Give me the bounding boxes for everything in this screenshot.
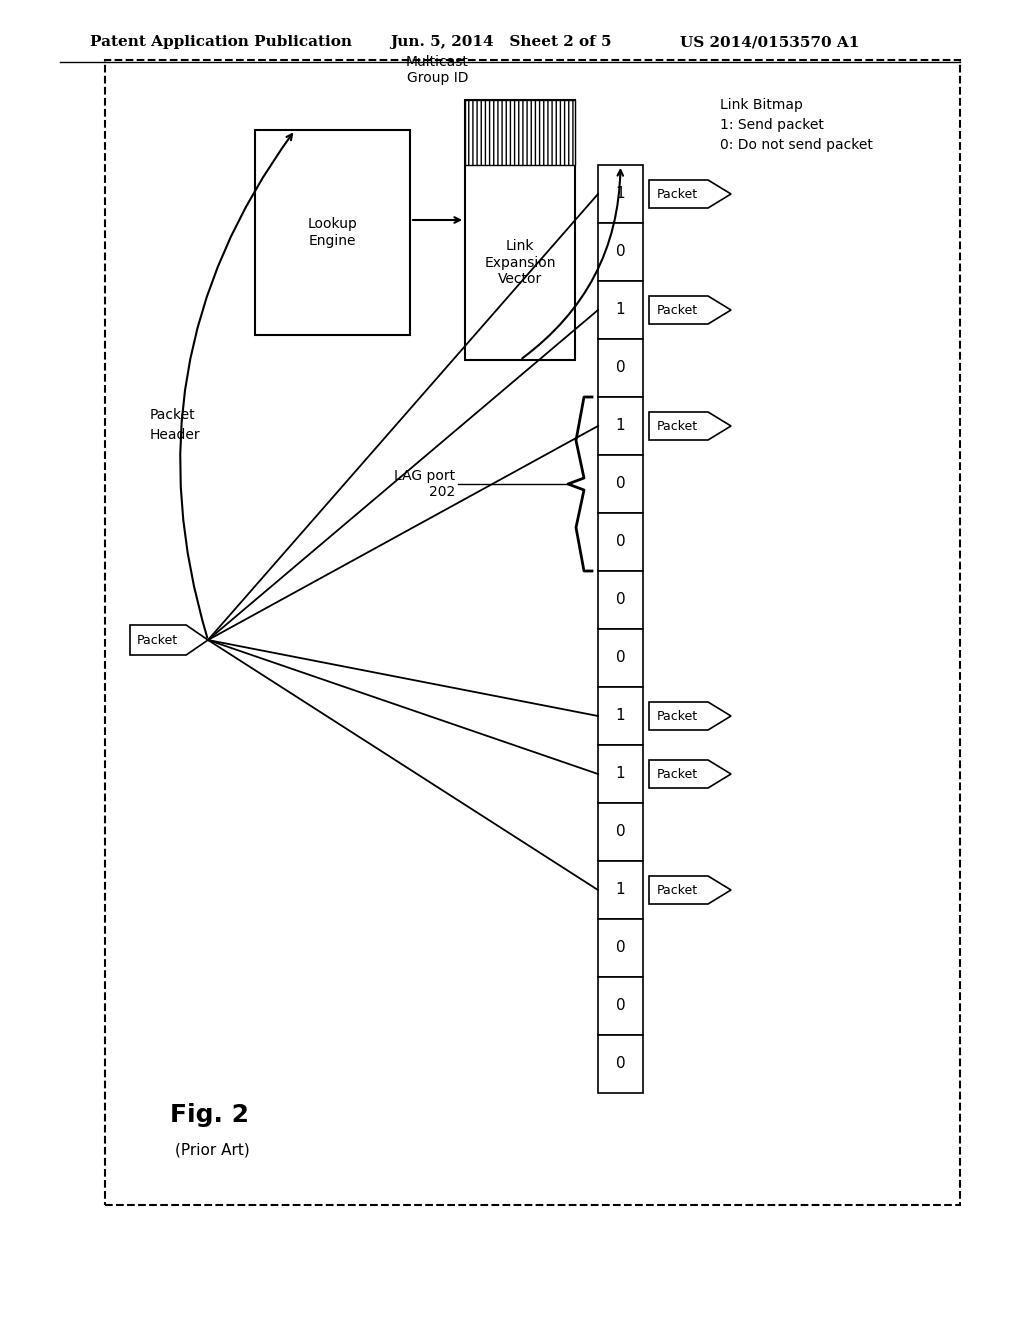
Text: 1: 1 <box>615 186 626 202</box>
Text: Link
Expansion
Vector: Link Expansion Vector <box>484 239 556 285</box>
Bar <box>598 861 643 919</box>
Text: 0: 0 <box>615 535 626 549</box>
Text: Packet
Header: Packet Header <box>150 408 201 442</box>
Text: 0: 0 <box>615 360 626 375</box>
Text: Multicast
Group ID: Multicast Group ID <box>407 55 469 84</box>
Polygon shape <box>649 180 731 209</box>
Text: 0: 0 <box>615 940 626 956</box>
Text: 0: 0 <box>615 477 626 491</box>
Bar <box>598 1035 643 1093</box>
Bar <box>598 572 643 630</box>
Text: 1: 1 <box>615 767 626 781</box>
Text: Packet: Packet <box>657 187 698 201</box>
Text: 0: 0 <box>615 1056 626 1072</box>
Text: 0: 0 <box>615 825 626 840</box>
Bar <box>598 281 643 339</box>
Bar <box>598 803 643 861</box>
Text: 0: 0 <box>615 998 626 1014</box>
Text: 1: 1 <box>615 709 626 723</box>
Bar <box>598 397 643 455</box>
Polygon shape <box>649 876 731 904</box>
Bar <box>598 339 643 397</box>
Text: 0: 0 <box>615 593 626 607</box>
Text: Packet: Packet <box>137 634 178 647</box>
Text: Packet: Packet <box>657 710 698 722</box>
Text: Fig. 2: Fig. 2 <box>170 1104 249 1127</box>
Bar <box>598 223 643 281</box>
Bar <box>598 165 643 223</box>
Text: 0: 0 <box>615 651 626 665</box>
Bar <box>598 630 643 686</box>
Text: Jun. 5, 2014   Sheet 2 of 5: Jun. 5, 2014 Sheet 2 of 5 <box>390 36 611 49</box>
Text: LAG port
202: LAG port 202 <box>394 469 455 499</box>
Bar <box>255 129 410 335</box>
Polygon shape <box>130 624 208 655</box>
Polygon shape <box>649 412 731 440</box>
Text: (Prior Art): (Prior Art) <box>175 1143 250 1158</box>
Text: Packet: Packet <box>657 420 698 433</box>
Bar <box>598 744 643 803</box>
Text: Packet: Packet <box>657 304 698 317</box>
Text: US 2014/0153570 A1: US 2014/0153570 A1 <box>680 36 859 49</box>
Text: 1: 1 <box>615 883 626 898</box>
Text: Packet: Packet <box>657 767 698 780</box>
Bar <box>465 100 575 165</box>
Text: Link Bitmap
1: Send packet
0: Do not send packet: Link Bitmap 1: Send packet 0: Do not sen… <box>720 99 872 152</box>
Text: Patent Application Publication: Patent Application Publication <box>90 36 352 49</box>
Bar <box>465 100 575 360</box>
Bar <box>598 686 643 744</box>
Text: 0: 0 <box>615 244 626 260</box>
Polygon shape <box>649 760 731 788</box>
Bar <box>598 455 643 513</box>
Text: 1: 1 <box>615 302 626 318</box>
Bar <box>105 59 961 1205</box>
Bar <box>598 513 643 572</box>
Text: Lookup
Engine: Lookup Engine <box>307 218 357 248</box>
Bar <box>598 977 643 1035</box>
Polygon shape <box>649 296 731 323</box>
Text: Packet: Packet <box>657 883 698 896</box>
Text: 1: 1 <box>615 418 626 433</box>
Polygon shape <box>649 702 731 730</box>
Bar <box>598 919 643 977</box>
